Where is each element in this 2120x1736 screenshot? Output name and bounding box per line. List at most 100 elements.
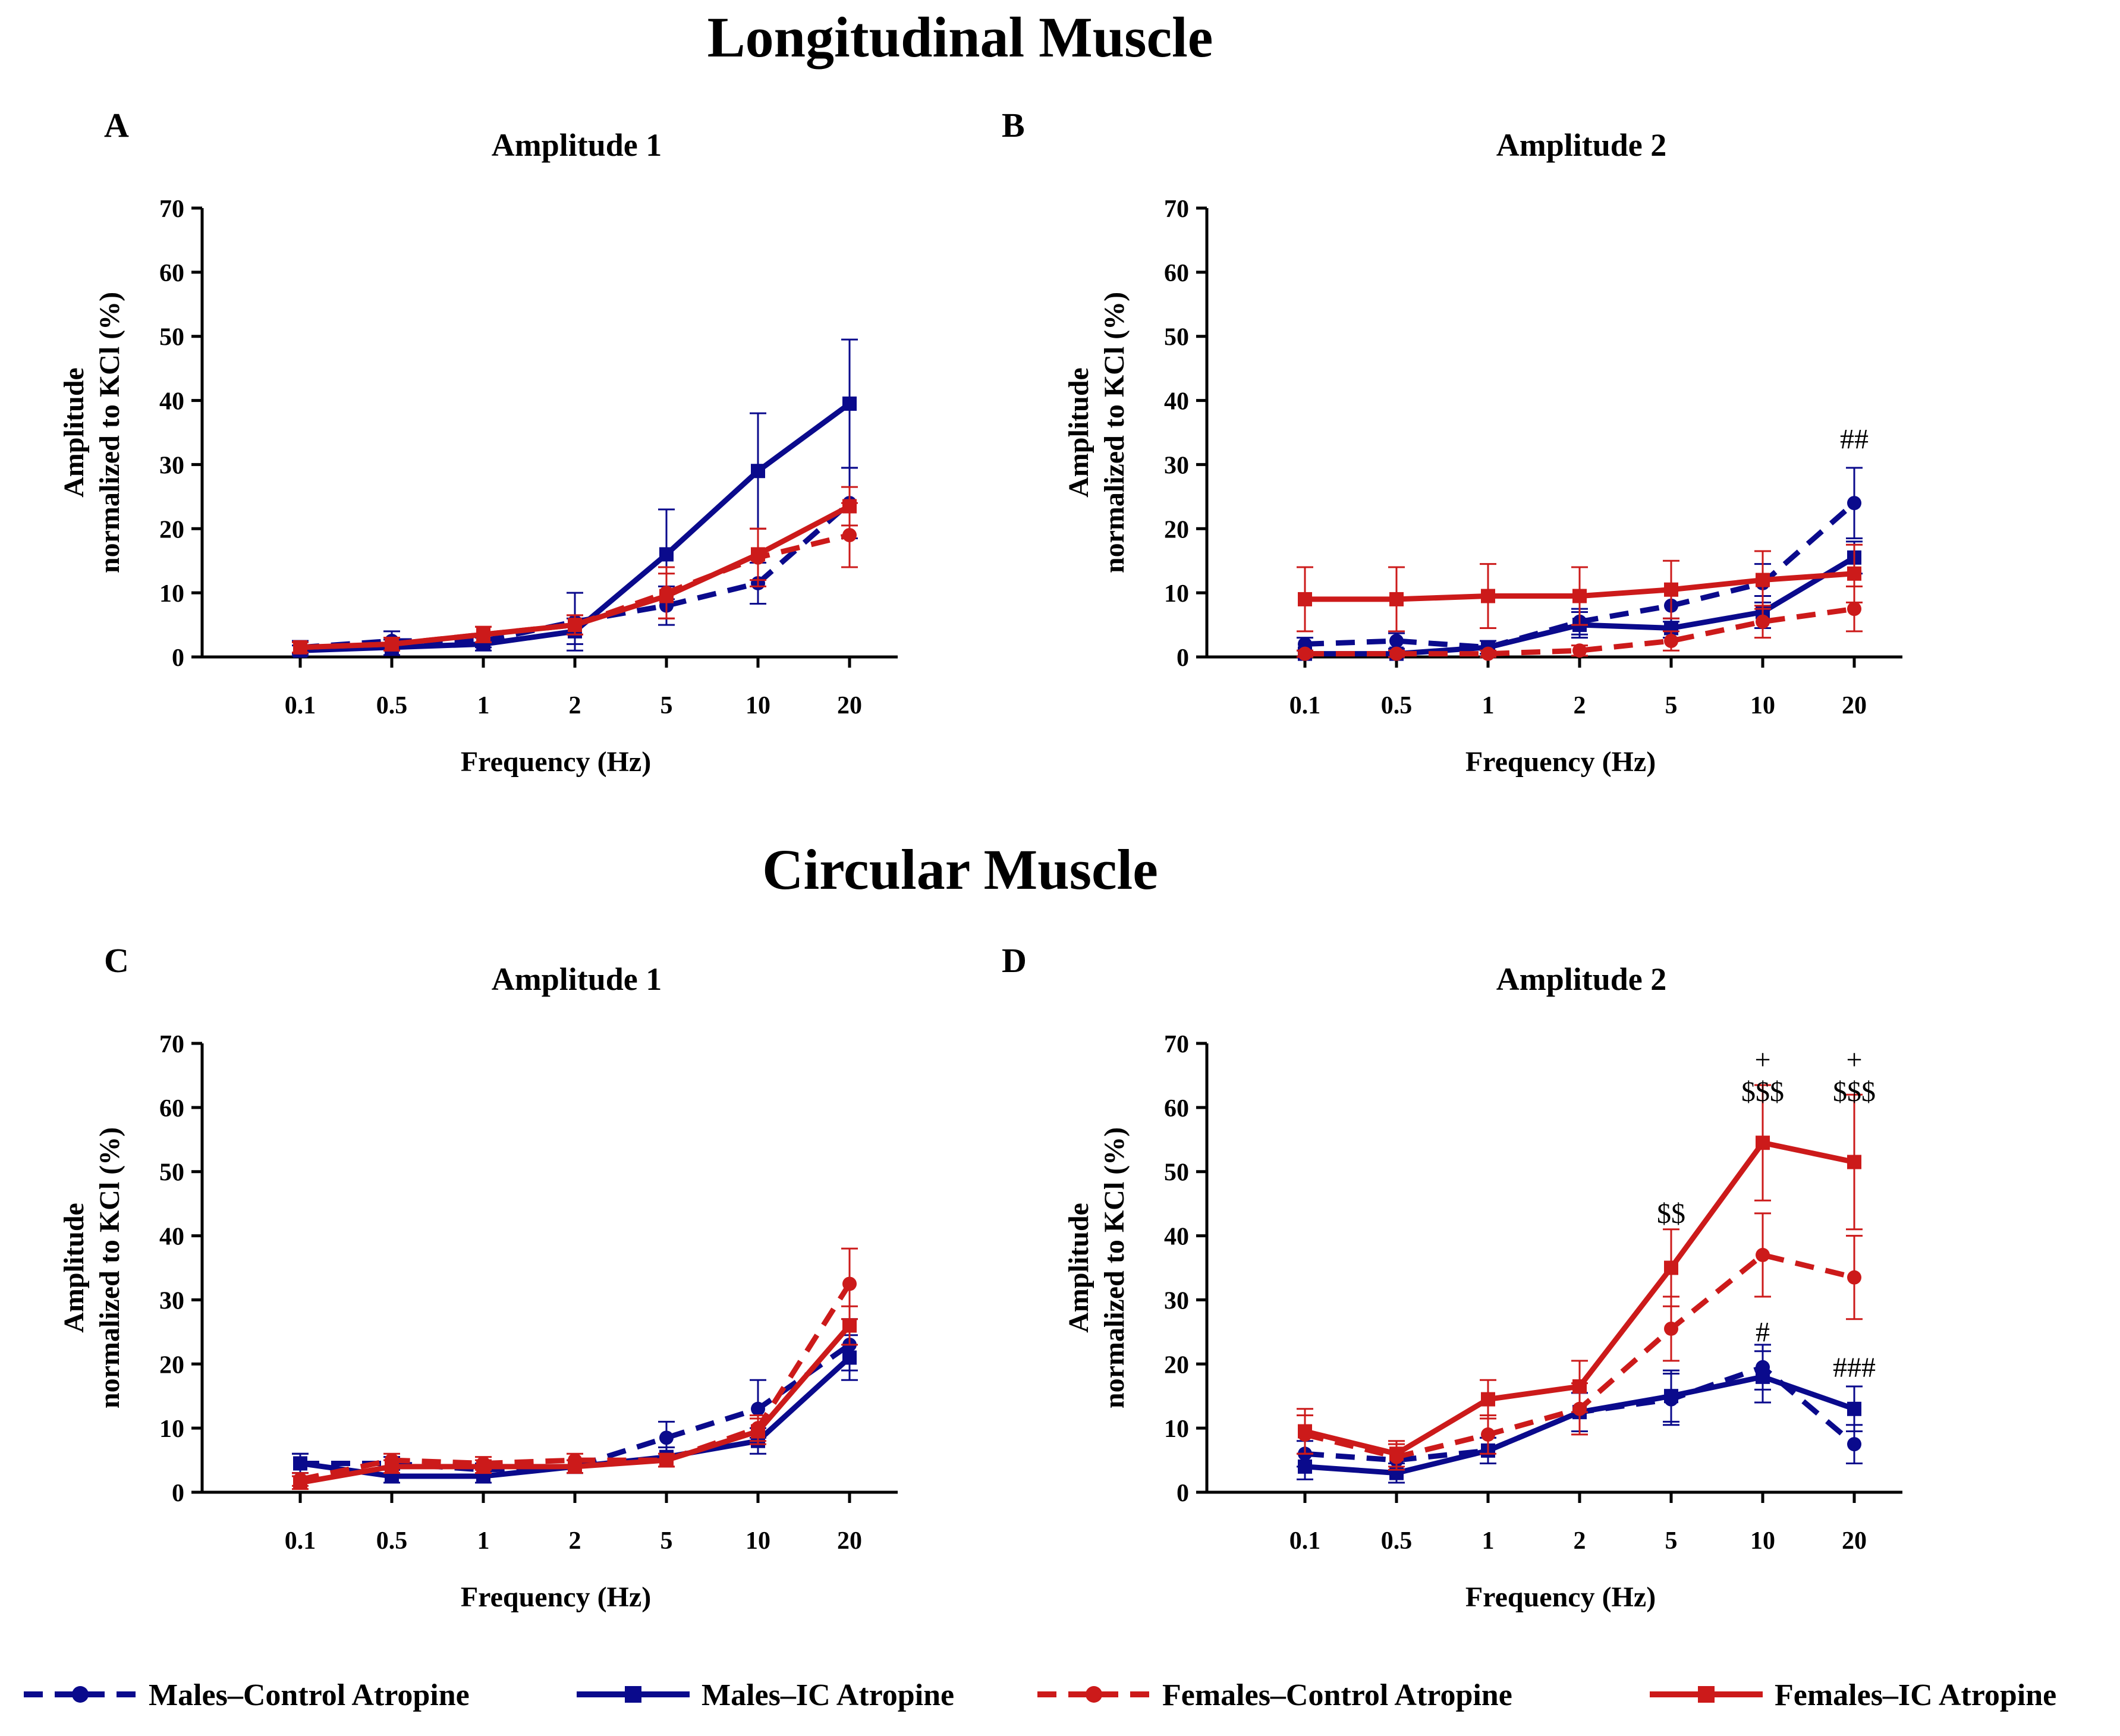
y-axis-title-line1: Amplitude bbox=[58, 367, 90, 498]
data-point bbox=[293, 1475, 307, 1490]
data-point bbox=[1298, 646, 1312, 661]
data-point bbox=[1756, 1247, 1770, 1262]
data-point bbox=[842, 499, 857, 514]
annotation-mark: ## bbox=[1840, 423, 1869, 455]
data-point bbox=[659, 589, 674, 603]
y-tick-label: 70 bbox=[159, 1031, 184, 1058]
x-tick-label: 20 bbox=[1842, 692, 1867, 719]
data-point bbox=[1847, 1155, 1861, 1169]
y-axis-title-line2: normalized to KCl (%) bbox=[1099, 1127, 1130, 1408]
series-2 bbox=[1297, 585, 1863, 661]
y-tick-label: 30 bbox=[1164, 452, 1189, 479]
x-tick-label: 20 bbox=[837, 1527, 862, 1555]
legend-swatch-marker bbox=[625, 1686, 641, 1703]
y-axis-title-line1: Amplitude bbox=[1063, 1203, 1094, 1333]
y-tick-label: 50 bbox=[159, 1159, 184, 1187]
series-3 bbox=[1297, 1084, 1863, 1468]
y-tick-label: 40 bbox=[159, 1224, 184, 1251]
y-tick-label: 20 bbox=[1164, 516, 1189, 543]
panel-label: C bbox=[104, 941, 129, 980]
section-title-circular: Circular Muscle bbox=[762, 838, 1158, 901]
x-tick-label: 2 bbox=[1574, 1527, 1586, 1555]
x-tick-label: 0.5 bbox=[1381, 692, 1413, 719]
legend: Males–Control Atropine Males–IC Atropine F… bbox=[24, 1678, 2056, 1712]
y-tick-label: 10 bbox=[159, 1416, 184, 1443]
series-line bbox=[300, 1342, 851, 1473]
x-tick-label: 0.5 bbox=[376, 692, 408, 719]
legend-label: Males–IC Atropine bbox=[702, 1678, 954, 1712]
annotation-mark: $$$ bbox=[1833, 1076, 1876, 1108]
x-tick-label: 10 bbox=[746, 692, 770, 719]
data-point bbox=[1847, 496, 1861, 511]
data-point bbox=[1298, 592, 1312, 606]
legend-swatch-marker bbox=[1698, 1686, 1715, 1703]
x-tick-label: 1 bbox=[477, 1527, 490, 1555]
panel-label: A bbox=[104, 106, 129, 144]
y-tick-label: 60 bbox=[1164, 260, 1189, 287]
data-point bbox=[385, 637, 399, 652]
y-axis-title-line2: normalized to KCl (%) bbox=[94, 1127, 125, 1408]
y-tick-label: 40 bbox=[1164, 1224, 1189, 1251]
x-axis-title: Frequency (Hz) bbox=[1465, 746, 1656, 778]
x-tick-label: 2 bbox=[1574, 692, 1586, 719]
x-tick-label: 2 bbox=[569, 1527, 581, 1555]
data-point bbox=[1847, 1437, 1861, 1452]
annotation-mark: + bbox=[1846, 1044, 1862, 1075]
legend-swatch-marker bbox=[72, 1686, 89, 1703]
legend-label: Females–IC Atropine bbox=[1775, 1678, 2056, 1712]
x-tick-label: 0.1 bbox=[285, 1527, 316, 1555]
data-point bbox=[1572, 1379, 1587, 1394]
data-point bbox=[1847, 602, 1861, 617]
data-point bbox=[1481, 646, 1495, 661]
y-tick-label: 50 bbox=[1164, 324, 1189, 351]
x-tick-label: 5 bbox=[660, 1527, 673, 1555]
data-point bbox=[1664, 634, 1678, 649]
data-point bbox=[1847, 566, 1861, 581]
x-tick-label: 1 bbox=[1482, 692, 1495, 719]
data-point bbox=[1756, 614, 1770, 629]
data-point bbox=[751, 1424, 765, 1439]
x-tick-label: 0.5 bbox=[376, 1527, 408, 1555]
data-point bbox=[476, 1459, 490, 1474]
y-tick-label: 70 bbox=[1164, 196, 1189, 223]
y-tick-label: 60 bbox=[159, 260, 184, 287]
data-point bbox=[1389, 634, 1404, 649]
y-tick-label: 20 bbox=[159, 516, 184, 543]
x-axis-title: Frequency (Hz) bbox=[461, 1581, 651, 1613]
panel-label: B bbox=[1002, 106, 1025, 144]
series-line bbox=[300, 1282, 852, 1482]
chart-panel-b: B Amplitude 2 0 10 20 30 40 50 60 70 0.1 0.5 1 2 5 10 20… bbox=[1002, 106, 1902, 778]
data-point bbox=[1664, 1260, 1678, 1275]
x-tick-label: 1 bbox=[1482, 1527, 1495, 1555]
legend-swatch-marker bbox=[1086, 1686, 1102, 1703]
data-point bbox=[842, 396, 857, 411]
section-title-longitudinal: Longitudinal Muscle bbox=[707, 5, 1213, 69]
data-point bbox=[1298, 1424, 1312, 1439]
legend-item-2: Females–Control Atropine bbox=[1037, 1678, 1512, 1712]
data-point bbox=[1664, 1321, 1678, 1336]
data-point bbox=[1756, 1369, 1770, 1384]
data-point bbox=[1664, 1389, 1678, 1404]
x-tick-label: 0.1 bbox=[1289, 1527, 1321, 1555]
data-point bbox=[476, 627, 490, 642]
data-point bbox=[659, 1453, 674, 1468]
data-point bbox=[659, 1430, 674, 1445]
legend-item-3: Females–IC Atropine bbox=[1650, 1678, 2056, 1712]
series-3 bbox=[292, 1305, 858, 1490]
y-axis-title-line2: normalized to KCl (%) bbox=[94, 292, 125, 573]
data-point bbox=[1847, 1401, 1861, 1416]
data-point bbox=[842, 1350, 857, 1365]
chart-title: Amplitude 1 bbox=[492, 961, 662, 997]
data-point bbox=[842, 528, 857, 543]
x-tick-label: 0.1 bbox=[1289, 692, 1321, 719]
data-point bbox=[1572, 589, 1587, 603]
chart-title: Amplitude 1 bbox=[492, 127, 662, 163]
data-point bbox=[1756, 1136, 1770, 1150]
y-tick-label: 60 bbox=[1164, 1095, 1189, 1122]
y-tick-label: 0 bbox=[172, 644, 184, 672]
data-point bbox=[1847, 1270, 1861, 1285]
x-tick-label: 0.5 bbox=[1381, 1527, 1413, 1555]
y-tick-label: 10 bbox=[1164, 1416, 1189, 1443]
